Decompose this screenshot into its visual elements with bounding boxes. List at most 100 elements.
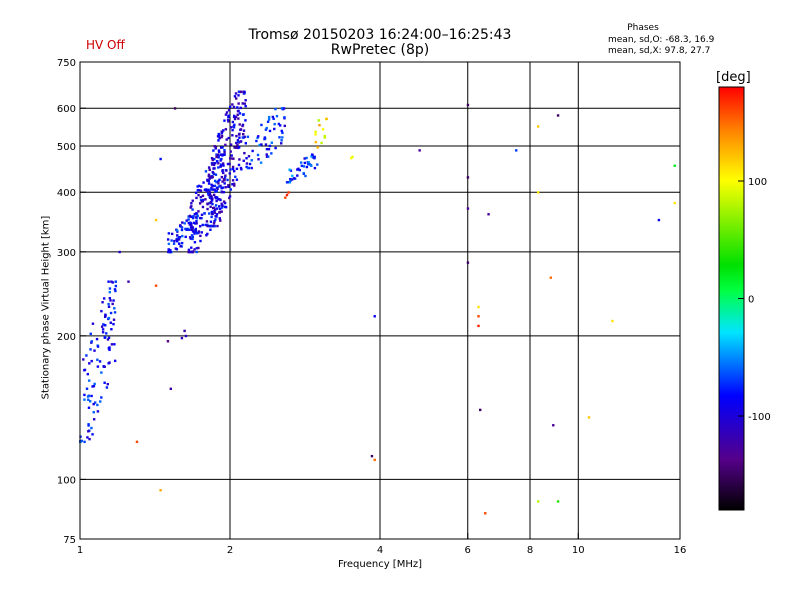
data-point	[237, 146, 241, 149]
data-point	[228, 195, 232, 198]
data-point	[210, 212, 214, 216]
data-point	[270, 152, 273, 155]
data-point	[207, 192, 210, 195]
data-point	[313, 166, 317, 170]
data-point	[285, 193, 289, 197]
data-point	[194, 216, 198, 219]
colorbar-label: [deg]	[716, 70, 751, 85]
data-point	[179, 224, 182, 227]
data-point	[127, 280, 130, 283]
data-point	[208, 175, 211, 178]
data-point	[466, 176, 470, 179]
data-point	[313, 156, 316, 160]
data-point	[267, 118, 271, 121]
data-point	[215, 186, 219, 189]
data-point	[196, 185, 199, 188]
data-point	[287, 191, 290, 194]
data-point	[236, 143, 239, 147]
data-point	[181, 234, 184, 238]
data-point	[112, 299, 115, 302]
data-point	[96, 365, 100, 368]
data-point	[213, 157, 216, 161]
data-point	[222, 129, 225, 132]
data-point	[245, 165, 248, 169]
data-point	[487, 213, 490, 216]
data-point	[96, 403, 99, 407]
data-point	[194, 227, 197, 231]
data-point	[86, 395, 90, 398]
data-point	[234, 97, 238, 100]
data-point	[187, 250, 190, 254]
data-point	[89, 332, 92, 336]
stats-o-mode: mean, sd,O: -68.3, 16.9	[608, 35, 715, 45]
data-point	[190, 202, 193, 205]
data-point	[310, 155, 313, 158]
data-point	[230, 154, 233, 157]
x-axis-label: Frequency [MHz]	[337, 559, 423, 570]
data-point	[259, 161, 263, 164]
data-point	[169, 248, 172, 252]
data-point	[108, 290, 111, 294]
data-point	[87, 423, 90, 426]
data-point	[213, 188, 216, 191]
data-point	[214, 204, 218, 207]
data-point	[236, 106, 239, 109]
data-point	[107, 336, 111, 339]
data-point	[231, 120, 235, 124]
data-point	[199, 185, 203, 188]
data-point	[283, 124, 286, 128]
x-tick-label: 4	[377, 545, 383, 556]
data-point	[113, 311, 117, 314]
data-point	[185, 219, 188, 222]
data-point	[477, 305, 480, 309]
data-point	[200, 217, 203, 220]
data-point	[206, 232, 209, 236]
data-point	[213, 145, 216, 148]
data-point	[418, 149, 421, 152]
data-point	[220, 210, 223, 213]
data-point	[673, 164, 676, 167]
data-point	[237, 94, 240, 97]
data-point	[154, 218, 158, 222]
y-tick-label: 400	[57, 188, 76, 199]
data-point	[111, 281, 114, 284]
data-point	[196, 232, 199, 235]
data-point	[87, 424, 90, 427]
data-point	[107, 316, 111, 320]
data-point	[238, 136, 241, 139]
data-point	[222, 171, 225, 175]
data-point	[199, 216, 202, 220]
data-point	[197, 210, 200, 213]
data-point	[373, 458, 376, 462]
data-point	[209, 194, 212, 197]
data-point	[219, 159, 222, 162]
hv-status: HV Off	[86, 38, 125, 52]
data-point	[217, 150, 221, 154]
data-point	[207, 173, 211, 176]
data-point	[556, 500, 560, 503]
data-point	[370, 454, 374, 458]
data-point	[194, 230, 198, 234]
data-point	[175, 239, 179, 243]
data-point	[227, 185, 230, 188]
data-point	[271, 115, 275, 119]
data-point	[231, 183, 234, 186]
data-point	[193, 232, 196, 235]
data-point	[228, 105, 232, 109]
data-point	[184, 227, 187, 231]
data-point	[209, 228, 212, 231]
data-point	[176, 234, 179, 237]
data-point	[221, 190, 224, 194]
data-point	[113, 288, 117, 291]
data-point	[305, 156, 308, 160]
data-point	[170, 232, 174, 236]
data-point	[258, 143, 261, 147]
data-point	[106, 382, 109, 386]
data-point	[199, 239, 202, 243]
data-point	[93, 349, 96, 352]
data-point	[167, 242, 171, 246]
data-point	[210, 199, 214, 202]
data-point	[232, 182, 236, 186]
data-point	[229, 150, 232, 153]
